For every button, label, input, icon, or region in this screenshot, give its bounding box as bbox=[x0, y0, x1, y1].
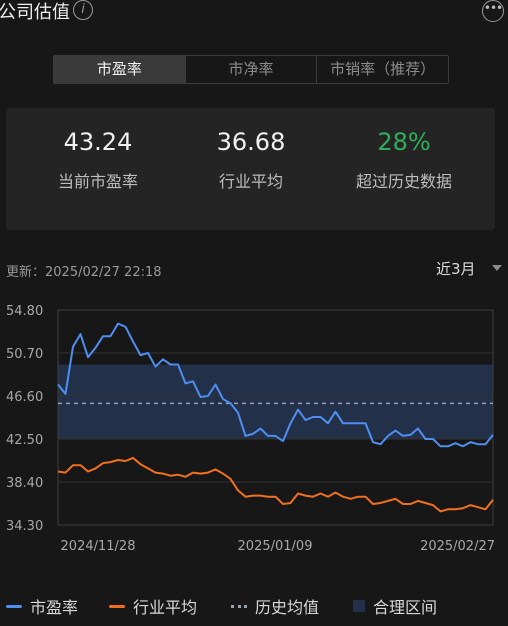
summary-card: 43.24 当前市盈率 36.68 行业平均 28% 超过历史数据 bbox=[6, 108, 495, 230]
legend-label-industry: 行业平均 bbox=[133, 598, 198, 617]
legend-swatch-hist-mean bbox=[231, 604, 247, 608]
info-icon[interactable]: i bbox=[73, 0, 93, 20]
page-title: 公司估值 bbox=[0, 2, 70, 23]
industry-average-label: 行业平均 bbox=[218, 172, 283, 191]
y-tick-label: 54.80 bbox=[6, 304, 43, 319]
reasonable-range-band bbox=[58, 364, 493, 439]
y-tick-label: 50.70 bbox=[6, 347, 43, 362]
more-icon[interactable]: ••• bbox=[482, 0, 504, 22]
x-tick-label: 2025/02/27 bbox=[420, 539, 495, 554]
industry-average-value: 36.68 bbox=[216, 128, 286, 156]
chevron-down-icon[interactable] bbox=[492, 265, 502, 271]
y-tick-label: 46.60 bbox=[6, 390, 43, 405]
legend-label-hist-mean: 历史均值 bbox=[255, 598, 320, 617]
plot-frame bbox=[57, 309, 494, 526]
series-line-pe bbox=[57, 322, 494, 448]
legend-swatch-industry bbox=[109, 604, 125, 608]
legend-swatch-range bbox=[353, 600, 365, 612]
exceed-history-label: 超过历史数据 bbox=[355, 172, 452, 191]
y-tick-label: 34.30 bbox=[6, 519, 43, 534]
header: 公司估值 i ••• bbox=[0, 0, 508, 24]
tab-pb[interactable]: 市净率 bbox=[184, 56, 317, 83]
series-line-industry bbox=[57, 456, 494, 513]
legend-item-pe: 市盈率 bbox=[6, 595, 78, 617]
update-time: 更新：2025/02/27 22:18 bbox=[6, 265, 162, 280]
x-tick-label: 2024/11/28 bbox=[61, 539, 136, 554]
exceed-history-value: 28% bbox=[377, 128, 431, 156]
x-tick-label: 2025/01/09 bbox=[238, 539, 313, 554]
chart-legend: 市盈率 行业平均 历史均值 合理区间 bbox=[6, 595, 506, 617]
legend-label-range: 合理区间 bbox=[373, 598, 438, 617]
legend-item-hist-mean: 历史均值 bbox=[231, 595, 319, 617]
valuation-tabs: 市盈率 市净率 市销率（推荐） bbox=[53, 55, 449, 84]
tab-pe[interactable]: 市盈率 bbox=[54, 56, 185, 83]
legend-label-pe: 市盈率 bbox=[30, 598, 79, 617]
range-selector[interactable]: 近3月 bbox=[436, 260, 476, 278]
current-pe-label: 当前市盈率 bbox=[57, 172, 138, 191]
y-tick-label: 38.40 bbox=[6, 476, 43, 491]
current-pe-value: 43.24 bbox=[63, 128, 133, 156]
tab-ps[interactable]: 市销率（推荐） bbox=[316, 56, 448, 83]
pe-chart: 54.80 50.70 46.60 42.50 38.40 34.30 2024/11/28… bbox=[6, 304, 495, 554]
y-tick-label: 42.50 bbox=[6, 433, 43, 448]
legend-item-industry: 行业平均 bbox=[109, 595, 197, 617]
legend-swatch-pe bbox=[6, 604, 22, 608]
legend-item-range: 合理区间 bbox=[353, 595, 437, 617]
